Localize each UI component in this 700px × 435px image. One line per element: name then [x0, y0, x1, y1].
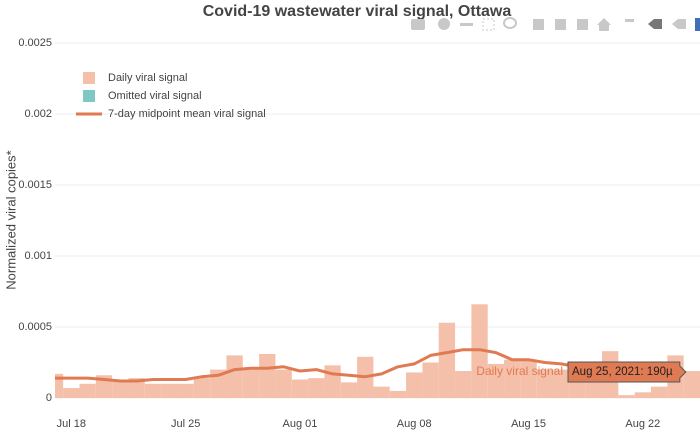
bar	[128, 378, 145, 398]
bar	[259, 353, 276, 398]
x-tick-label: Aug 22	[625, 418, 660, 430]
legend-label: Daily viral signal	[108, 72, 187, 84]
bar	[340, 382, 358, 398]
y-tick-label: 0	[46, 392, 52, 404]
hover-compare-icon[interactable]	[672, 19, 686, 29]
camera-icon[interactable]	[411, 19, 425, 30]
bar	[634, 392, 652, 398]
bar	[651, 386, 668, 398]
y-axis-title: Normalized viral copies*	[3, 150, 18, 289]
bar	[389, 390, 407, 398]
legend-label: Omitted viral signal	[108, 90, 202, 102]
chart-title: Covid-19 wastewater viral signal, Ottawa	[203, 3, 512, 20]
legend-label: 7-day midpoint mean viral signal	[108, 108, 266, 120]
bar	[520, 359, 537, 398]
x-tick-label: Jul 25	[171, 418, 200, 430]
bar	[144, 383, 162, 398]
bar	[373, 386, 390, 398]
zoom-icon[interactable]	[438, 18, 450, 30]
y-tick-label: 0.001	[24, 250, 52, 262]
bar	[618, 395, 635, 398]
hover-box	[567, 361, 687, 383]
x-tick-label: Aug 15	[511, 418, 546, 430]
bar	[683, 371, 700, 398]
hover-name: Daily viral signal	[476, 364, 563, 378]
bar	[308, 378, 325, 398]
home-icon[interactable]	[597, 18, 611, 31]
bar	[193, 378, 211, 398]
zoom-in-icon[interactable]	[533, 19, 544, 30]
bar	[324, 365, 341, 398]
hover-closest-icon[interactable]	[648, 19, 662, 29]
bar	[504, 359, 521, 398]
bar	[63, 388, 80, 398]
x-tick-label: Jul 18	[57, 418, 86, 430]
plotly-logo[interactable]	[695, 18, 700, 31]
bar	[406, 372, 423, 398]
bar	[161, 383, 178, 398]
bar	[226, 355, 243, 398]
x-tick-label: Aug 08	[397, 418, 432, 430]
legend-swatch	[83, 90, 95, 102]
bar	[177, 383, 194, 398]
legend-swatch	[83, 72, 95, 84]
bar	[553, 369, 570, 398]
x-tick-label: Aug 01	[282, 418, 317, 430]
select-icon[interactable]	[482, 18, 495, 31]
bar	[291, 379, 309, 398]
bar	[79, 383, 96, 398]
hover-text: Aug 25, 2021: 190µ	[572, 366, 673, 378]
bar	[242, 369, 260, 398]
modebar[interactable]	[411, 17, 700, 31]
bar	[536, 369, 554, 398]
y-tick-label: 0.0015	[18, 179, 52, 191]
bar	[438, 322, 456, 398]
bar	[112, 380, 129, 398]
zoom-out-icon[interactable]	[555, 19, 566, 30]
autoscale-icon[interactable]	[577, 19, 588, 30]
spike-icon[interactable]	[625, 19, 634, 22]
bar	[487, 363, 505, 398]
line	[55, 348, 643, 383]
bar	[275, 369, 292, 398]
bar	[422, 362, 439, 398]
lasso-icon[interactable]	[503, 17, 517, 29]
y-tick-label: 0.002	[24, 108, 52, 120]
y-tick-label: 0.0005	[18, 321, 52, 333]
bar	[55, 373, 64, 398]
bar	[455, 371, 472, 398]
pan-icon[interactable]	[460, 23, 473, 26]
y-tick-label: 0.0025	[18, 37, 52, 49]
